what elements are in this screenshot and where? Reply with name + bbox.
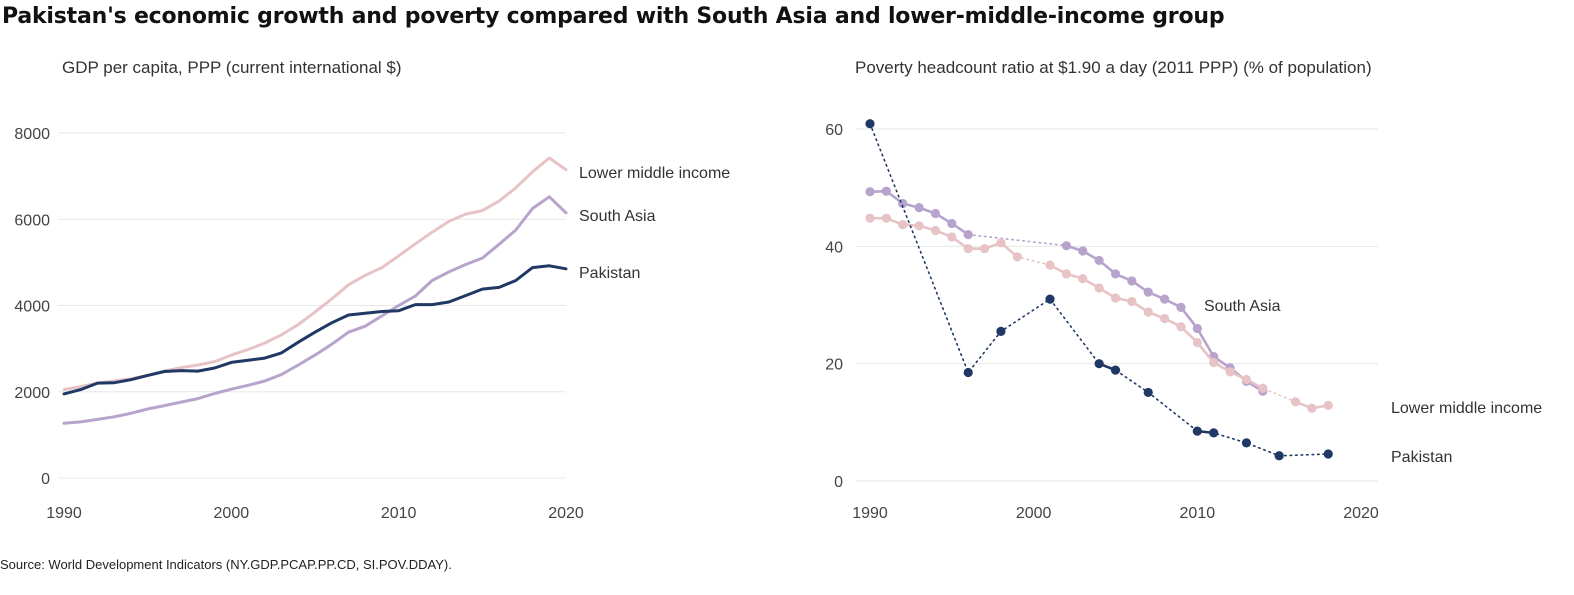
south-asia-point	[1110, 269, 1121, 279]
lower-middle-income-point	[1160, 313, 1170, 324]
x-tick-label: 2010	[1180, 505, 1216, 522]
x-tick-label: 1990	[852, 505, 888, 522]
lower-middle-income-point	[1045, 260, 1055, 270]
source-note: Source: World Development Indicators (NY…	[0, 557, 452, 572]
south-asia-series-label: South Asia	[579, 208, 656, 225]
x-tick-label: 2000	[214, 505, 250, 522]
lower-middle-income-point	[1176, 322, 1186, 332]
pakistan-series-label: Pakistan	[1391, 449, 1452, 466]
y-tick-label: 6000	[14, 212, 50, 229]
x-tick-label: 2020	[548, 505, 584, 522]
y-tick-label: 60	[825, 122, 843, 139]
pakistan-series-label: Pakistan	[579, 265, 640, 282]
y-tick-label: 0	[41, 471, 50, 488]
lower-middle-income-series-label: Lower middle income	[1391, 400, 1542, 417]
south-asia-line	[62, 195, 568, 425]
pakistan-point	[865, 119, 875, 129]
x-tick-label: 2000	[1016, 505, 1052, 522]
south-asia-point	[1127, 276, 1137, 286]
lower-middle-income-point	[1061, 269, 1071, 279]
x-tick-label: 2020	[1343, 505, 1379, 522]
lower-middle-income-point	[1290, 397, 1301, 407]
lower-middle-income-point	[1094, 283, 1104, 293]
lower-middle-income-point	[1209, 357, 1219, 368]
lower-middle-income-point	[996, 238, 1006, 248]
south-asia-point	[914, 203, 924, 213]
lower-middle-income-point	[865, 213, 875, 223]
lower-middle-income-point	[881, 213, 891, 223]
lower-middle-income-point	[963, 244, 973, 254]
lower-middle-income-series-label: Lower middle income	[579, 165, 730, 182]
south-asia-point	[1160, 294, 1170, 304]
lower-middle-income-point	[930, 225, 941, 236]
pakistan-point	[996, 326, 1006, 336]
lower-middle-income-point	[898, 220, 908, 230]
chart-title: Pakistan's economic growth and poverty c…	[2, 4, 1225, 29]
south-asia-point	[1176, 302, 1186, 312]
south-asia-point	[963, 230, 973, 240]
pakistan-point	[1192, 426, 1202, 436]
y-tick-label: 0	[834, 474, 843, 491]
south-asia-line-segment	[1196, 327, 1215, 358]
pakistan-point	[963, 367, 973, 378]
lower-middle-income-point	[1012, 252, 1022, 262]
pakistan-point	[1045, 294, 1055, 304]
lower-middle-income-point	[1307, 403, 1317, 413]
south-asia-point	[1094, 255, 1104, 266]
south-asia-point	[881, 186, 891, 196]
y-tick-label: 2000	[14, 385, 50, 402]
pakistan-point	[1274, 451, 1284, 461]
y-tick-label: 40	[825, 239, 843, 256]
pakistan-point	[1323, 449, 1333, 459]
y-tick-label: 20	[825, 357, 843, 374]
south-asia-point	[1192, 323, 1202, 334]
lower-middle-income-point	[1225, 367, 1235, 377]
south-asia-point	[1078, 246, 1088, 256]
pakistan-point	[1110, 365, 1121, 375]
lower-middle-income-point	[1127, 296, 1137, 307]
lower-middle-income-point	[1110, 293, 1121, 303]
x-tick-label: 1990	[46, 505, 82, 522]
pakistan-line	[62, 264, 568, 396]
poverty-chart-subtitle: Poverty headcount ratio at $1.90 a day (…	[855, 58, 1372, 77]
pakistan-point	[1209, 428, 1219, 438]
y-tick-label: 8000	[14, 126, 50, 143]
pakistan-point	[1241, 438, 1252, 448]
pakistan-point	[1143, 387, 1153, 398]
lower-middle-income-point	[1323, 400, 1333, 410]
lower-middle-income-point	[1258, 383, 1268, 393]
lower-middle-income-point	[1241, 374, 1252, 385]
pakistan-point	[1094, 359, 1104, 369]
south-asia-point	[1143, 287, 1153, 297]
south-asia-series-label: South Asia	[1204, 298, 1281, 315]
poverty-headcount-chart: 0 20 40 60 1990 2000 2010 2020 South Asia Lower m…	[825, 119, 1542, 522]
south-asia-dotted-line	[869, 190, 1264, 392]
lower-middle-income-point	[1192, 337, 1202, 348]
south-asia-point	[947, 218, 957, 229]
y-tick-label: 4000	[14, 299, 50, 316]
lower-middle-income-point	[914, 221, 924, 231]
lower-middle-income-point	[979, 244, 990, 254]
lower-middle-income-point	[947, 232, 957, 242]
lower-middle-income-point	[1078, 274, 1088, 284]
south-asia-point	[1061, 241, 1071, 251]
gdp-per-capita-chart: 0 2000 4000 6000 8000 1990 2000 2010 2020 Lower m…	[14, 126, 730, 522]
lower-middle-income-point	[1143, 307, 1153, 317]
gdp-chart-subtitle: GDP per capita, PPP (current internation…	[62, 58, 402, 77]
south-asia-point	[930, 208, 941, 219]
x-tick-label: 2010	[381, 505, 417, 522]
south-asia-point	[865, 187, 875, 197]
